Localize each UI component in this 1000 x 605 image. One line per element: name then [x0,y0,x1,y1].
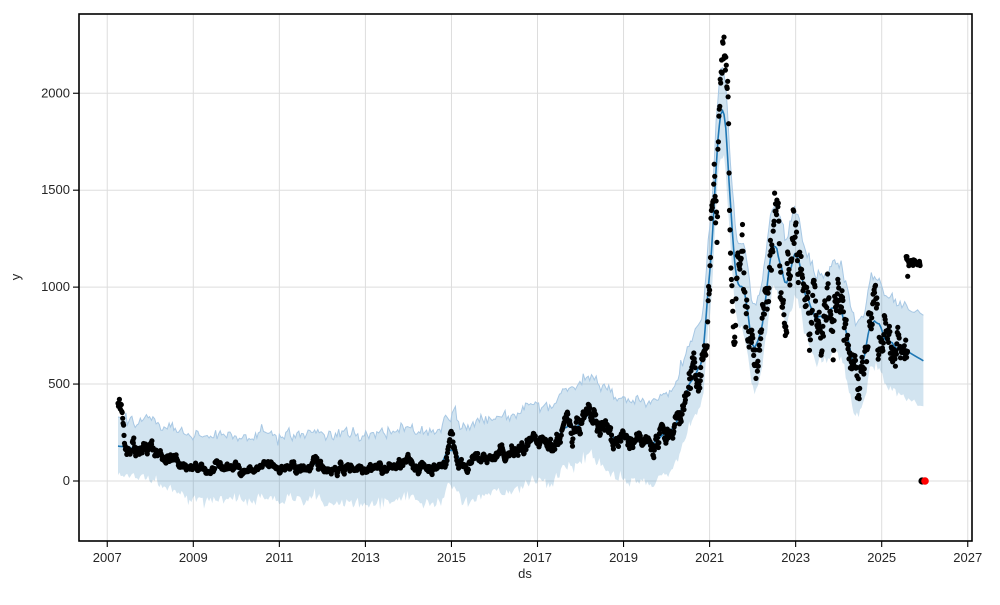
svg-text:2017: 2017 [523,550,552,565]
svg-text:0: 0 [63,473,70,488]
svg-text:2000: 2000 [41,85,70,100]
svg-text:ds: ds [518,566,532,581]
svg-text:2025: 2025 [867,550,896,565]
svg-text:2011: 2011 [265,550,293,565]
svg-text:y: y [8,273,23,280]
svg-text:500: 500 [48,376,70,391]
svg-text:2021: 2021 [695,550,724,565]
svg-text:2007: 2007 [93,550,122,565]
svg-text:1500: 1500 [41,182,70,197]
svg-text:2015: 2015 [437,550,466,565]
svg-text:2023: 2023 [781,550,810,565]
svg-text:2013: 2013 [351,550,380,565]
svg-text:2027: 2027 [953,550,982,565]
svg-text:2009: 2009 [179,550,208,565]
svg-text:2019: 2019 [609,550,638,565]
svg-text:1000: 1000 [41,279,70,294]
